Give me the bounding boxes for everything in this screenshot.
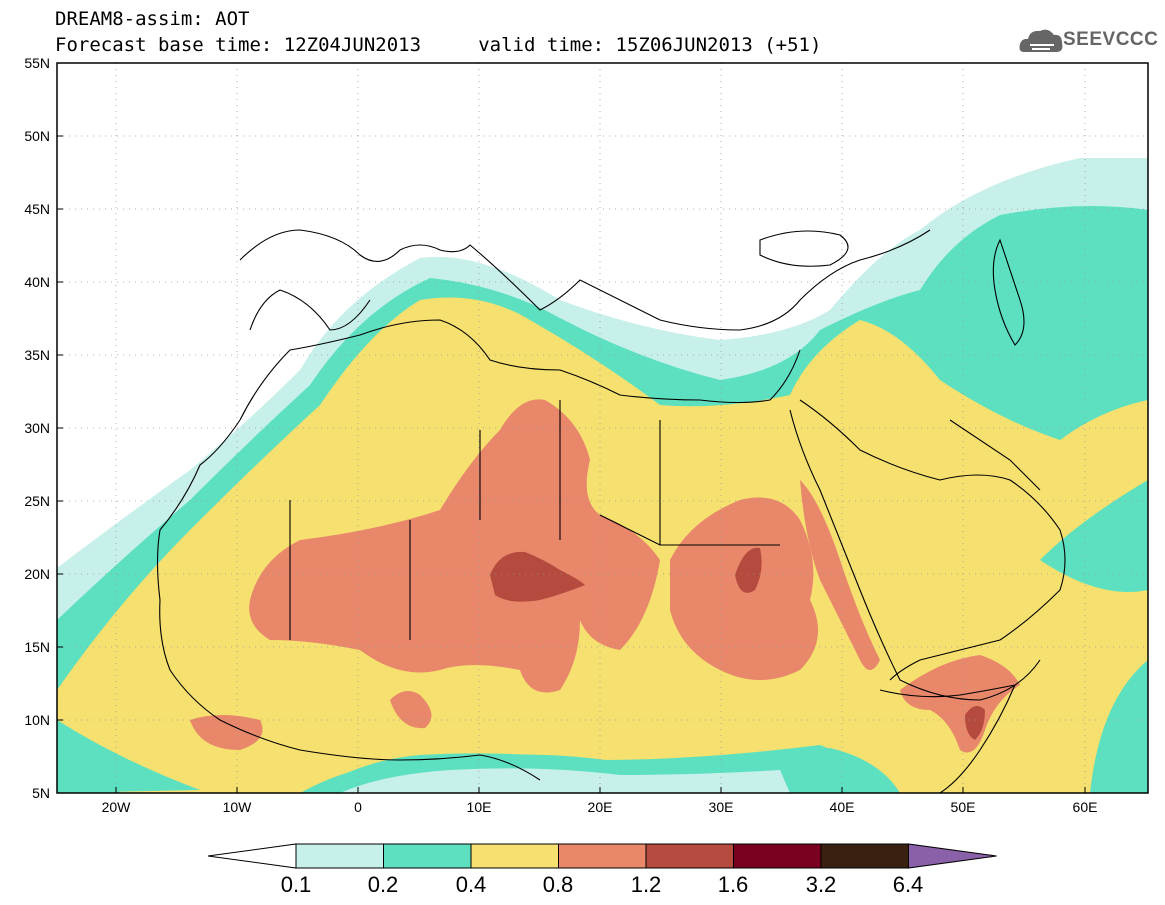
cloud-logo-icon: [1019, 29, 1063, 52]
aot-band-0.8-redsea: [800, 480, 880, 670]
lat-labels: 55N 50N 45N 40N 35N 30N 25N 20N 15N 10N …: [24, 55, 50, 801]
lon-label: 20W: [102, 799, 132, 815]
lat-label: 55N: [24, 55, 50, 71]
aot-band-0.2-south: [57, 720, 200, 793]
lon-label: 10W: [223, 799, 253, 815]
coastlines: [156, 229, 1066, 793]
aot-band-1.2-somalia: [965, 706, 985, 740]
aot-band-1.2-chad: [490, 551, 585, 602]
logo-text: SEEVCCC: [1063, 29, 1159, 50]
colorbar-segment: [820, 843, 909, 869]
axis-ticks: [57, 62, 1086, 793]
aot-band-0.1-gulf: [340, 768, 790, 793]
colorbar-label: 0.8: [543, 872, 574, 897]
lat-label: 25N: [24, 493, 50, 509]
lat-label: 40N: [24, 274, 50, 290]
lat-label: 50N: [24, 128, 50, 144]
colorbar-label: 1.6: [718, 872, 749, 897]
aot-field: [57, 158, 1148, 793]
lat-label: 10N: [24, 712, 50, 728]
lon-label: 60E: [1073, 799, 1098, 815]
colorbar-arrow-low: [207, 843, 297, 869]
lon-label: 30E: [709, 799, 734, 815]
lon-labels: 20W 10W 0 10E 20E 30E 40E 50E 60E: [102, 799, 1098, 815]
lon-label: 0: [354, 799, 362, 815]
colorbar-label: 0.1: [281, 872, 312, 897]
aot-band-0.8-wafrica: [190, 715, 263, 750]
lon-label: 50E: [951, 799, 976, 815]
lat-label: 45N: [24, 201, 50, 217]
colorbar-label: 1.2: [631, 872, 662, 897]
lat-label: 15N: [24, 639, 50, 655]
lon-label: 10E: [467, 799, 492, 815]
lat-label: 5N: [32, 785, 50, 801]
aot-band-1.2-sudan: [735, 547, 762, 593]
colorbar-segment: [295, 843, 384, 869]
colorbar-segment: [383, 843, 472, 869]
lon-label: 40E: [830, 799, 855, 815]
colorbar-labels: 0.1 0.2 0.4 0.8 1.2 1.6 3.2 6.4: [281, 872, 924, 897]
aot-band-0.8-west: [249, 399, 660, 693]
colorbar: [207, 843, 997, 869]
aot-band-0.8-somalia: [900, 655, 1020, 753]
lon-label: 20E: [588, 799, 613, 815]
title-line-1: DREAM8-assim: AOT: [55, 8, 250, 30]
colorbar-segment: [470, 843, 559, 869]
colorbar-arrow-high: [908, 843, 997, 869]
colorbar-label: 6.4: [893, 872, 924, 897]
colorbar-label: 3.2: [806, 872, 837, 897]
colorbar-segment: [733, 843, 822, 869]
lat-label: 20N: [24, 566, 50, 582]
lat-label: 30N: [24, 420, 50, 436]
aot-band-0.8-nigeria: [390, 691, 432, 729]
colorbar-segment: [645, 843, 734, 869]
title-line-2: Forecast base time: 12Z04JUN2013 valid t…: [55, 34, 822, 56]
colorbar-segment: [558, 843, 647, 869]
lat-label: 35N: [24, 347, 50, 363]
colorbar-label: 0.2: [368, 872, 399, 897]
colorbar-label: 0.4: [456, 872, 487, 897]
